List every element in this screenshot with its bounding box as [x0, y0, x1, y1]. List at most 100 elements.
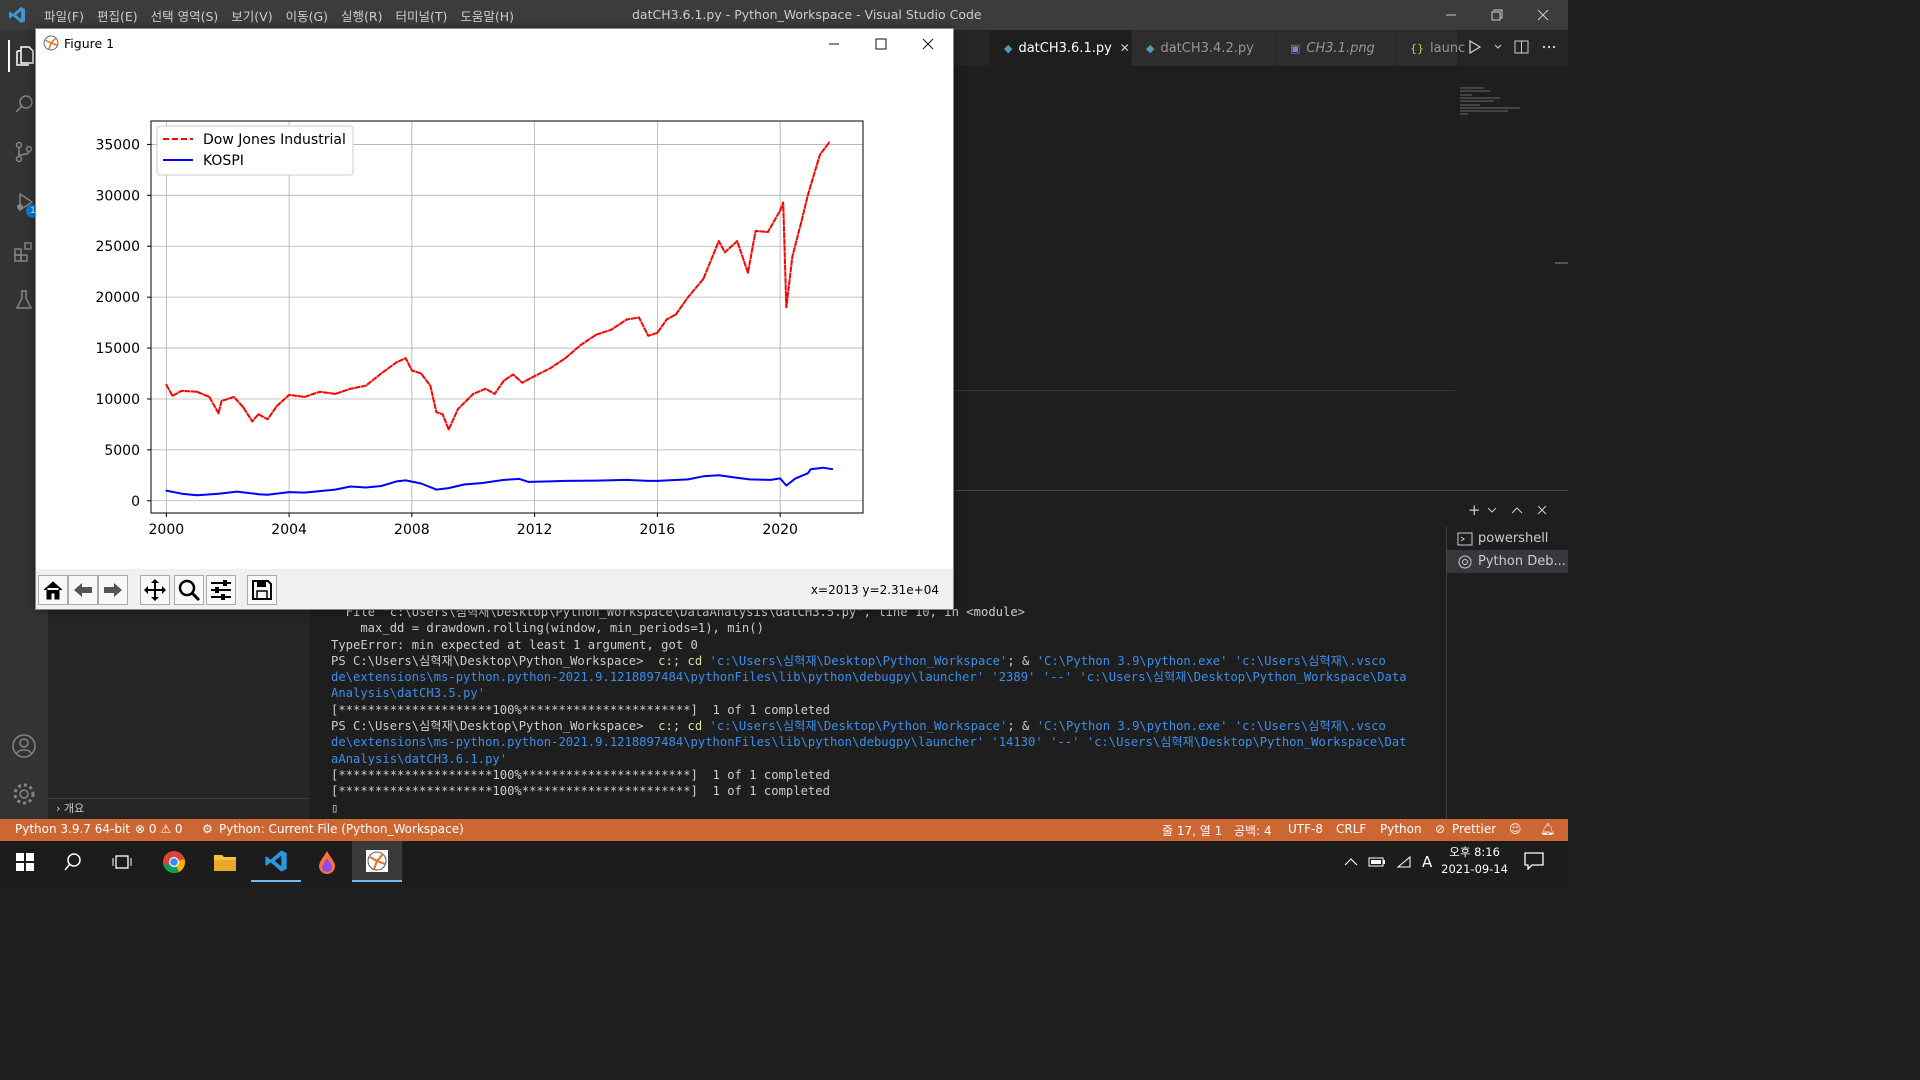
taskbar-vscode[interactable]	[251, 841, 301, 882]
back-icon	[74, 583, 92, 597]
explorer-button[interactable]	[8, 40, 40, 72]
kospi-data-point	[656, 480, 659, 482]
notifications-icon[interactable]: 🔔︎	[1540, 822, 1556, 836]
more-icon[interactable]	[1542, 39, 1556, 55]
extensions-button[interactable]	[8, 236, 40, 268]
battery-icon[interactable]	[1368, 856, 1386, 868]
figure-close-button[interactable]	[905, 29, 951, 59]
tab-launch[interactable]: {} launc	[1396, 30, 1465, 66]
kospi-data-point	[518, 478, 521, 480]
zoom-button[interactable]	[174, 575, 204, 605]
dow-jones-data-point	[503, 379, 505, 382]
tab-close-icon[interactable]: ✕	[1119, 41, 1130, 55]
taskbar-search-button[interactable]	[48, 841, 98, 882]
start-button[interactable]	[0, 841, 50, 882]
tab-datch342[interactable]: ◆ datCH3.4.2.py	[1132, 30, 1276, 66]
terminal-item-label: Python Deb...	[1478, 554, 1566, 569]
dow-jones-data-point	[380, 372, 383, 375]
chevron-up-icon[interactable]	[1344, 857, 1358, 867]
line-chart[interactable]: 2000 2004 2008 2012 2016 2020 0 5000 10000 15000 2…	[36, 59, 953, 569]
maximize-panel-icon[interactable]	[1511, 505, 1523, 515]
new-terminal-icon[interactable]: +	[1468, 501, 1481, 519]
figure-minimize-button[interactable]	[811, 29, 857, 59]
split-editor-icon[interactable]	[1514, 39, 1530, 55]
status-python-interpreter[interactable]: Python 3.9.7 64-bit	[15, 822, 131, 836]
pan-button[interactable]	[140, 575, 170, 605]
source-control-button[interactable]	[8, 136, 40, 168]
outline-section[interactable]: › 개요	[48, 798, 310, 818]
dow-jones-data-point	[208, 396, 211, 398]
taskbar-file-explorer[interactable]	[200, 841, 250, 882]
action-center-button[interactable]	[1524, 852, 1544, 873]
taskbar-chrome[interactable]	[149, 841, 199, 882]
clock[interactable]: 오후 8:16 2021-09-14	[1441, 844, 1508, 878]
back-button[interactable]	[68, 575, 98, 605]
taskbar-paint-app[interactable]	[302, 841, 352, 882]
restore-button[interactable]	[1474, 0, 1520, 30]
dow-jones-data-point	[303, 396, 306, 398]
dow-jones-data-point	[674, 313, 677, 316]
menu-view[interactable]: 보기(V)	[231, 8, 273, 24]
status-debug-config[interactable]: Python: Current File (Python_Workspace)	[219, 822, 464, 836]
terminal-line: de\extensions\ms-python.python-2021.9.12…	[331, 734, 1441, 750]
status-problems[interactable]: ⊗ 0 ⚠ 0	[135, 822, 183, 836]
status-language[interactable]: Python	[1380, 822, 1422, 836]
minimize-icon	[1446, 14, 1456, 16]
figure-title-bar[interactable]: Figure 1	[36, 29, 953, 59]
vscode-logo-icon	[9, 7, 25, 23]
feedback-icon[interactable]: ☺	[1509, 822, 1522, 836]
menu-run[interactable]: 실행(R)	[341, 8, 383, 24]
close-button[interactable]	[1520, 0, 1566, 30]
kospi-data-point	[349, 485, 352, 488]
accounts-button[interactable]	[8, 730, 40, 762]
terminal-item-powershell[interactable]: powershell	[1447, 527, 1568, 550]
wifi-icon[interactable]	[1396, 855, 1412, 869]
manage-button[interactable]	[8, 778, 40, 810]
status-eol[interactable]: CRLF	[1336, 822, 1367, 836]
y-tick-label: 30000	[95, 188, 140, 204]
chevron-right-icon: ›	[56, 802, 61, 815]
status-encoding[interactable]: UTF-8	[1288, 822, 1323, 836]
dow-jones-data-point	[435, 411, 438, 414]
menu-terminal[interactable]: 터미널(T)	[395, 8, 448, 24]
search-button[interactable]	[8, 88, 40, 120]
minimize-button[interactable]	[1428, 0, 1474, 30]
close-panel-icon[interactable]	[1537, 505, 1547, 515]
terminal-output[interactable]: File "c:\Users\심혁재\Desktop\Python_Worksp…	[331, 604, 1441, 816]
terminal-line: Analysis\datCH3.5.py'	[331, 685, 1441, 701]
dow-jones-data-point	[364, 384, 367, 387]
dow-jones-data-point	[736, 240, 739, 243]
debug-icon	[1458, 555, 1472, 568]
menu-help[interactable]: 도움말(H)	[460, 8, 515, 24]
configure-subplots-button[interactable]	[206, 575, 236, 605]
kospi-data-point	[364, 486, 367, 489]
testing-button[interactable]	[8, 284, 40, 316]
ime-indicator[interactable]: A	[1422, 853, 1433, 871]
tab-datch361[interactable]: ◆ datCH3.6.1.py ✕	[990, 30, 1132, 66]
terminal-text: de\extensions\ms-python.python-2021.9.12…	[331, 735, 1407, 750]
tab-ch31png[interactable]: ▣ CH3.1.png	[1276, 30, 1396, 66]
kospi-data-point	[236, 490, 238, 493]
task-view-button[interactable]	[97, 841, 147, 882]
save-figure-button[interactable]	[247, 575, 277, 605]
menu-go[interactable]: 이동(G)	[285, 8, 329, 24]
series-line-kospi	[166, 466, 833, 497]
forward-button[interactable]	[98, 575, 128, 605]
run-icon[interactable]	[1468, 39, 1482, 55]
status-cursor-position[interactable]: 줄 17, 열 1	[1162, 824, 1223, 838]
figure-canvas[interactable]: 2000 2004 2008 2012 2016 2020 0 5000 10000 15000 2…	[36, 59, 953, 569]
menu-file[interactable]: 파일(F)	[44, 8, 84, 24]
chevron-down-icon[interactable]	[1494, 39, 1502, 55]
home-button[interactable]	[38, 575, 68, 605]
terminal-item-python-debug[interactable]: Python Deb...	[1447, 550, 1568, 573]
chevron-down-icon[interactable]	[1487, 505, 1497, 515]
status-prettier[interactable]: Prettier	[1452, 822, 1497, 836]
taskbar-matplotlib-figure[interactable]	[352, 841, 402, 882]
menu-edit[interactable]: 편집(E)	[96, 8, 138, 24]
figure-maximize-button[interactable]	[858, 29, 904, 59]
minimap[interactable]	[1460, 86, 1556, 116]
dow-jones-data-point	[549, 367, 551, 370]
menu-selection[interactable]: 선택 영역(S)	[150, 8, 219, 24]
status-indentation[interactable]: 공백: 4	[1234, 824, 1272, 838]
terminal-text: 'C:\Python 3.9\python.exe' 'c:\Users\심혁재…	[1036, 719, 1386, 734]
